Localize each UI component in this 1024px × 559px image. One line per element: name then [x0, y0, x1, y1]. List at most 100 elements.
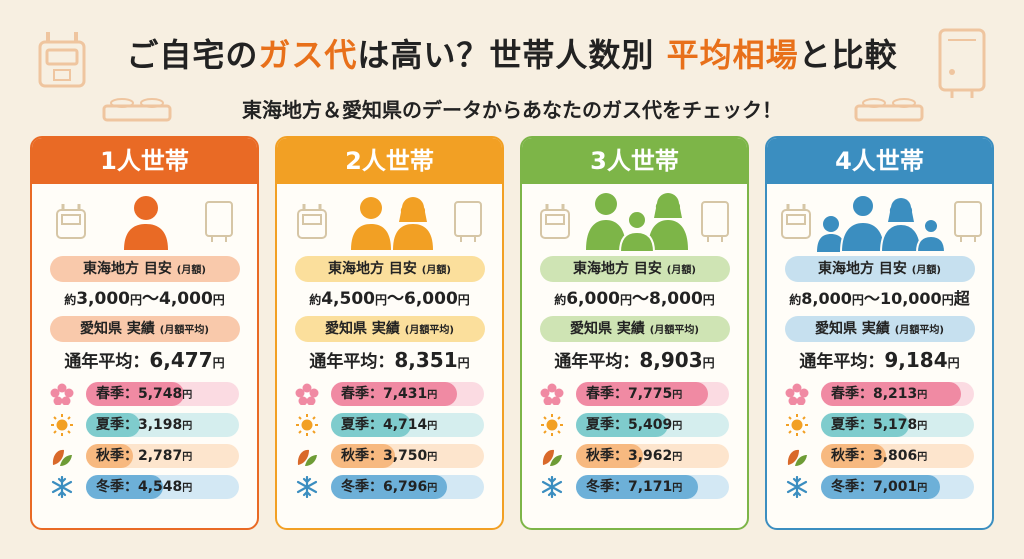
prefecture-actual-label: 愛知県 実績 (月額平均) [539, 316, 730, 342]
gas-stove-icon [854, 98, 924, 122]
season-row-summer: 夏季：4,714円 [277, 409, 502, 440]
season-row-spring: 春季：7,775円 [522, 378, 747, 409]
gas-meter-icon [56, 204, 86, 239]
page-title: ご自宅のガス代は高い？世帯人数別 平均相場と比較 [126, 36, 898, 74]
page-subtitle: 東海地方＆愛知県のデータからあなたのガス代をチェック！ [242, 98, 782, 122]
season-bar-track: 夏季：5,178円 [821, 413, 974, 437]
gas-meter-icon [38, 32, 86, 88]
gas-stove-icon [102, 98, 172, 122]
season-value: 春季：5,748円 [96, 386, 193, 402]
season-row-autumn: 秋季：3,962円 [522, 440, 747, 471]
season-bar-track: 春季：7,431円 [331, 382, 484, 406]
season-row-winter: 冬季：4,548円 [32, 471, 257, 502]
season-bar-track: 秋季：3,750円 [331, 444, 484, 468]
season-value: 夏季：3,198円 [96, 417, 193, 433]
card-illustration [767, 184, 992, 256]
region-estimate-range: 約4,500円〜6,000円 [309, 289, 470, 309]
season-value: 冬季：6,796円 [341, 479, 438, 495]
season-row-spring: 春季：8,213円 [767, 378, 992, 409]
season-bar-fill [821, 475, 941, 499]
season-value: 秋季：2,787円 [96, 448, 193, 464]
season-row-winter: 冬季：6,796円 [277, 471, 502, 502]
season-value: 春季：7,775円 [586, 386, 683, 402]
season-bar-fill [86, 475, 164, 499]
prefecture-actual-label: 愛知県 実績 (月額平均) [49, 316, 240, 342]
season-value: 夏季：5,409円 [586, 417, 683, 433]
prefecture-actual-label: 愛知県 実績 (月額平均) [784, 316, 975, 342]
season-bar-track: 冬季：7,171円 [576, 475, 729, 499]
leaf-icon [785, 445, 809, 467]
season-row-autumn: 秋季：3,750円 [277, 440, 502, 471]
family-of-four-icon [817, 194, 947, 252]
season-bar-track: 冬季：4,548円 [86, 475, 239, 499]
water-heater-icon [701, 201, 729, 242]
snowflake-icon [295, 475, 319, 499]
couple-icon [351, 197, 433, 250]
season-value: 冬季：4,548円 [96, 479, 193, 495]
season-bar-fill [576, 444, 644, 468]
sakura-icon [540, 383, 564, 406]
season-value: 秋季：3,750円 [341, 448, 438, 464]
season-value: 春季：8,213円 [831, 386, 928, 402]
person-icon [124, 196, 168, 250]
season-bar-fill [86, 382, 184, 406]
household-cards: 1人世帯 東海地方 目安 (月額) 約3,000円〜4,000円 愛知県 実績 … [30, 136, 994, 530]
season-bar-track: 秋季：3,806円 [821, 444, 974, 468]
card-header: 2人世帯 [277, 138, 502, 184]
sakura-icon [50, 383, 74, 406]
season-row-summer: 夏季：3,198円 [32, 409, 257, 440]
season-row-winter: 冬季：7,001円 [767, 471, 992, 502]
leaf-icon [295, 445, 319, 467]
region-estimate-label: 東海地方 目安 (月額) [539, 256, 730, 282]
season-bar-track: 秋季：3,962円 [576, 444, 729, 468]
sakura-icon [295, 383, 319, 406]
season-value: 冬季：7,001円 [831, 479, 928, 495]
season-bar-track: 冬季：6,796円 [331, 475, 484, 499]
season-value: 夏季：4,714円 [341, 417, 438, 433]
season-bar-fill [86, 444, 134, 468]
region-estimate-range: 約6,000円〜8,000円 [554, 289, 715, 309]
prefecture-actual-label: 愛知県 実績 (月額平均) [294, 316, 485, 342]
card-2-person: 2人世帯 東海地方 目安 (月額) 約4,500円〜6,000円 愛知県 実績 … [275, 136, 504, 530]
sun-icon [295, 414, 319, 436]
card-1-person: 1人世帯 東海地方 目安 (月額) 約3,000円〜4,000円 愛知県 実績 … [30, 136, 259, 530]
season-bar-fill [821, 382, 961, 406]
card-header: 3人世帯 [522, 138, 747, 184]
season-bar-track: 夏季：3,198円 [86, 413, 239, 437]
region-estimate-range: 約8,000円〜10,000円超 [789, 289, 970, 308]
season-bar-fill [576, 382, 709, 406]
season-bar-fill [331, 444, 395, 468]
season-bar-track: 秋季：2,787円 [86, 444, 239, 468]
card-4-person: 4人世帯 東海地方 目安 (月額) 約8,000円〜10,000円超 愛知県 実… [765, 136, 994, 530]
region-estimate-label: 東海地方 目安 (月額) [294, 256, 485, 282]
season-row-autumn: 秋季：3,806円 [767, 440, 992, 471]
gas-meter-icon [297, 204, 327, 239]
season-row-summer: 夏季：5,409円 [522, 409, 747, 440]
water-heater-icon [938, 28, 986, 98]
season-row-autumn: 秋季：2,787円 [32, 440, 257, 471]
season-bar-fill [331, 475, 447, 499]
region-estimate-label: 東海地方 目安 (月額) [784, 256, 975, 282]
season-bar-fill [576, 475, 698, 499]
card-header: 1人世帯 [32, 138, 257, 184]
season-bar-track: 春季：5,748円 [86, 382, 239, 406]
gas-meter-icon [540, 204, 570, 239]
water-heater-icon [954, 201, 982, 242]
season-bar-track: 春季：7,775円 [576, 382, 729, 406]
season-bar-fill [331, 382, 458, 406]
season-value: 夏季：5,178円 [831, 417, 928, 433]
season-bar-track: 冬季：7,001円 [821, 475, 974, 499]
card-3-person: 3人世帯 東海地方 目安 (月額) 約6,000円〜8,000円 愛知県 実績 … [520, 136, 749, 530]
gas-meter-icon [781, 204, 811, 239]
card-illustration [32, 184, 257, 256]
season-row-summer: 夏季：5,178円 [767, 409, 992, 440]
season-bar-fill [86, 413, 141, 437]
season-bar-track: 春季：8,213円 [821, 382, 974, 406]
water-heater-icon [454, 201, 482, 242]
season-bar-fill [821, 444, 886, 468]
snowflake-icon [785, 475, 809, 499]
season-value: 冬季：7,171円 [586, 479, 683, 495]
season-row-spring: 春季：7,431円 [277, 378, 502, 409]
leaf-icon [50, 445, 74, 467]
season-row-spring: 春季：5,748円 [32, 378, 257, 409]
